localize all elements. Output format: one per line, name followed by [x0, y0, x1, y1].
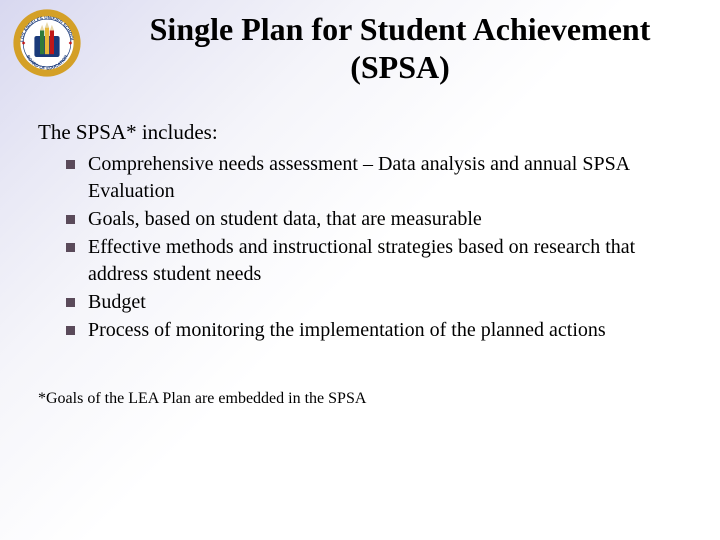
list-item: Effective methods and instructional stra…: [66, 234, 690, 288]
list-item: Goals, based on student data, that are m…: [66, 206, 690, 233]
intro-text: The SPSA* includes:: [38, 120, 690, 145]
slide-title: Single Plan for Student Achievement (SPS…: [120, 10, 680, 87]
bullet-list: Comprehensive needs assessment – Data an…: [38, 151, 690, 344]
list-item: Budget: [66, 289, 690, 316]
list-item: Comprehensive needs assessment – Data an…: [66, 151, 690, 205]
slide-content: The SPSA* includes: Comprehensive needs …: [38, 120, 690, 345]
footnote-text: *Goals of the LEA Plan are embedded in t…: [38, 390, 366, 408]
list-item: Process of monitoring the implementation…: [66, 317, 690, 344]
district-logo: LOS ANGELES UNIFIED SCHOOL BOARD OF EDUC…: [12, 8, 82, 78]
